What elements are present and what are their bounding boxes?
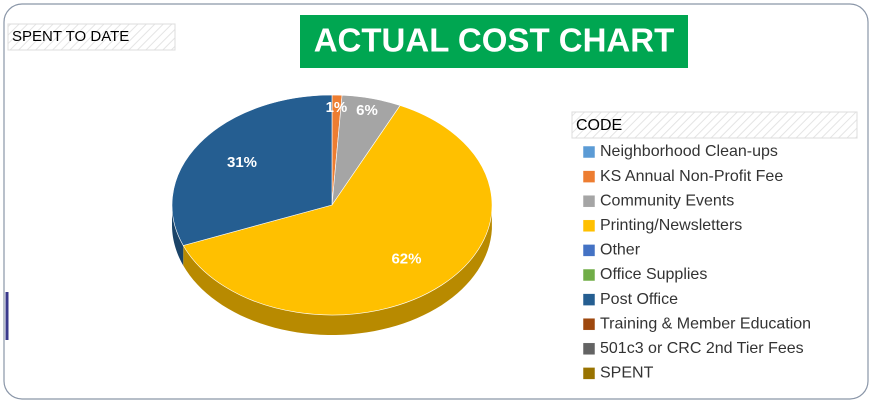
legend-label: Neighborhood Clean-ups <box>600 143 778 160</box>
legend-swatch <box>582 194 596 208</box>
legend-label: 501c3 or CRC 2nd Tier Fees <box>600 340 804 357</box>
subtitle-box <box>7 23 176 51</box>
legend-title-box <box>571 111 858 139</box>
legend-label: Post Office <box>600 291 678 308</box>
slice <box>171 94 333 246</box>
legend-swatch <box>582 170 596 183</box>
data-label: 62% <box>391 250 421 267</box>
subtitle: SPENT TO DATE <box>12 28 129 45</box>
legend-swatch <box>582 342 596 356</box>
slice <box>182 105 493 316</box>
legend-swatch <box>582 367 596 380</box>
legend-swatch <box>582 317 596 331</box>
legend-label: Community Events <box>600 192 734 209</box>
title-box <box>300 15 688 68</box>
legend-label: Office Supplies <box>600 266 707 283</box>
legend-label: Other <box>600 242 641 259</box>
data-label: 31% <box>227 154 257 171</box>
legend-swatch <box>582 244 596 257</box>
legend-label: KS Annual Non-Profit Fee <box>600 168 783 185</box>
data-label: 6% <box>356 102 378 119</box>
legend-label: Printing/Newsletters <box>600 217 742 234</box>
chart-title: ACTUAL COST CHART <box>314 22 675 59</box>
legend-label: Training & Member Education <box>600 315 811 332</box>
legend-swatch <box>582 293 596 306</box>
legend-label: SPENT <box>600 365 654 382</box>
data-label: 1% <box>326 99 348 116</box>
legend-swatch <box>582 145 596 159</box>
legend-title: CODE <box>576 117 622 134</box>
legend-swatch <box>582 268 596 282</box>
slice-side <box>172 206 184 266</box>
legend-swatch <box>582 219 596 233</box>
